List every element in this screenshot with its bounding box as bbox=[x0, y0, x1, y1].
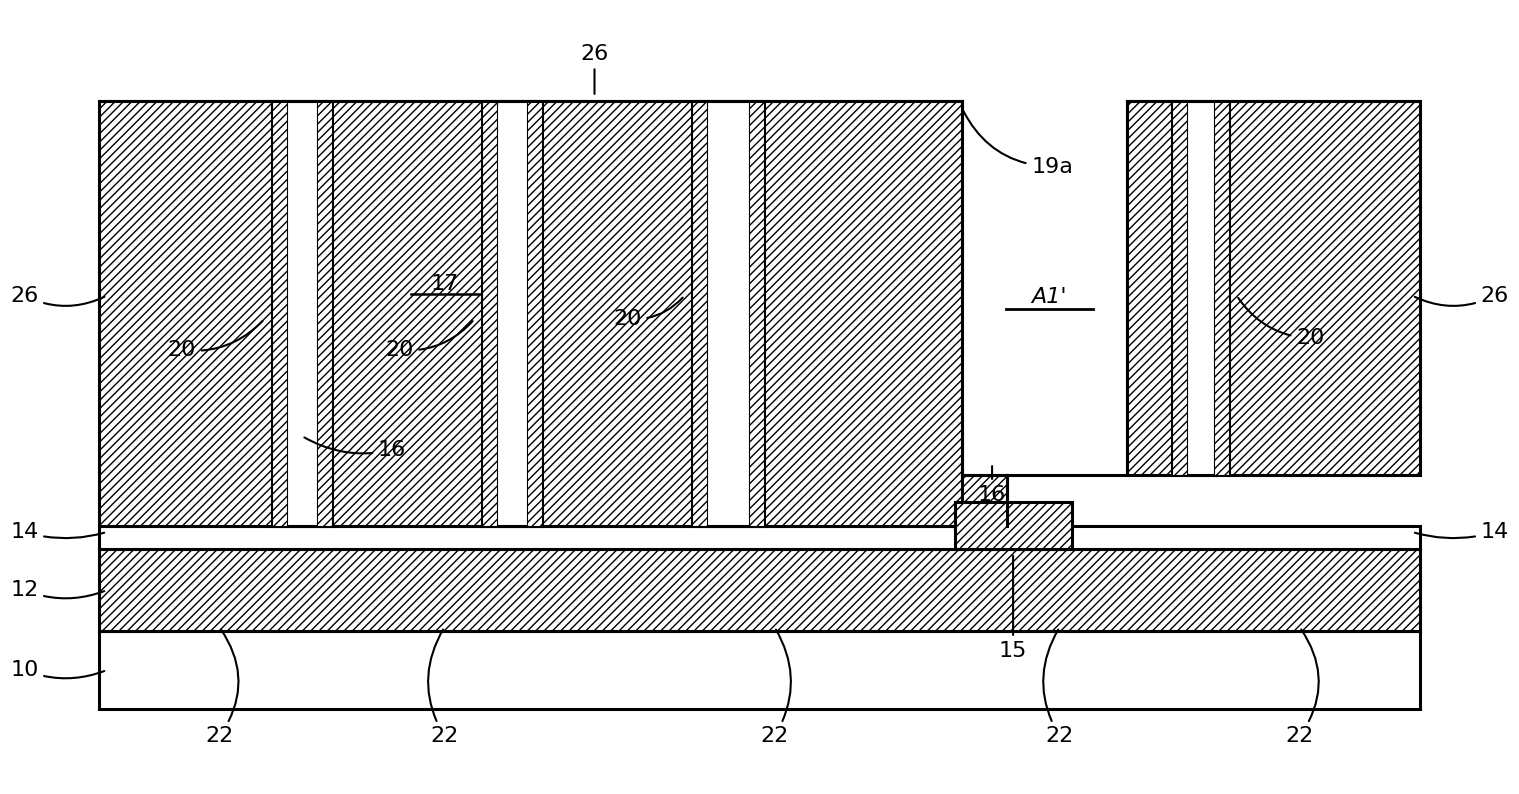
Polygon shape bbox=[99, 631, 1420, 709]
Text: 22: 22 bbox=[205, 630, 238, 746]
Text: 14: 14 bbox=[11, 522, 105, 542]
Text: 20: 20 bbox=[614, 298, 682, 329]
Polygon shape bbox=[99, 549, 1420, 631]
Text: 10: 10 bbox=[11, 660, 105, 680]
Text: A1': A1' bbox=[1031, 287, 1066, 307]
Text: 20: 20 bbox=[167, 321, 263, 360]
Polygon shape bbox=[1214, 101, 1229, 475]
Polygon shape bbox=[693, 101, 706, 526]
Polygon shape bbox=[99, 526, 1420, 549]
Polygon shape bbox=[954, 503, 1071, 549]
Polygon shape bbox=[1173, 101, 1229, 475]
Text: 26: 26 bbox=[1414, 286, 1508, 306]
Polygon shape bbox=[482, 101, 497, 526]
Polygon shape bbox=[1007, 101, 1127, 475]
Polygon shape bbox=[962, 475, 1007, 526]
Text: 22: 22 bbox=[1285, 630, 1318, 746]
Text: 20: 20 bbox=[386, 321, 472, 360]
Text: 22: 22 bbox=[1044, 630, 1074, 746]
Polygon shape bbox=[99, 101, 962, 526]
Polygon shape bbox=[272, 101, 333, 526]
Text: 12: 12 bbox=[11, 580, 105, 600]
Polygon shape bbox=[272, 101, 287, 526]
Polygon shape bbox=[693, 101, 764, 526]
Text: 16: 16 bbox=[304, 437, 406, 460]
Text: 17: 17 bbox=[430, 274, 459, 294]
Polygon shape bbox=[749, 101, 764, 526]
Polygon shape bbox=[317, 101, 333, 526]
Polygon shape bbox=[1173, 101, 1188, 475]
Polygon shape bbox=[1127, 101, 1420, 475]
Text: 26: 26 bbox=[580, 44, 609, 94]
Text: 15: 15 bbox=[1000, 556, 1027, 661]
Text: 26: 26 bbox=[11, 286, 105, 306]
Text: 14: 14 bbox=[1414, 522, 1508, 542]
Polygon shape bbox=[482, 101, 542, 526]
Text: 20: 20 bbox=[1238, 298, 1325, 349]
Text: 19a: 19a bbox=[963, 111, 1072, 177]
Text: 16: 16 bbox=[978, 466, 1006, 504]
Polygon shape bbox=[527, 101, 542, 526]
Text: 22: 22 bbox=[428, 630, 459, 746]
Text: 22: 22 bbox=[761, 630, 791, 746]
